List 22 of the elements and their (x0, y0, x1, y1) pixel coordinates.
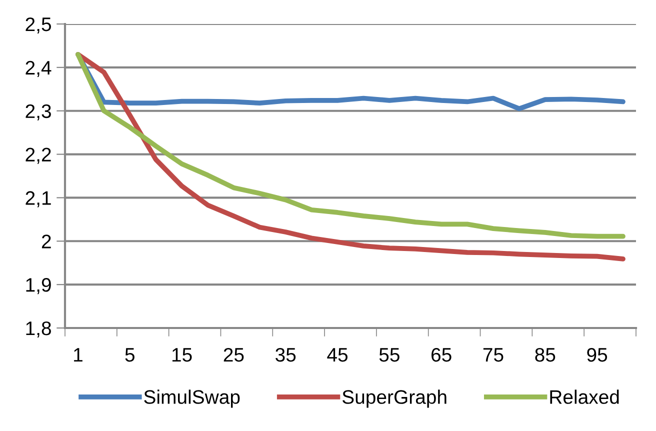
x-tick-label: 1 (74, 348, 82, 362)
x-tick-label: 15 (172, 348, 192, 362)
legend-label: SuperGraph (342, 390, 446, 408)
x-tick-label: 95 (587, 348, 608, 362)
x-tick-label: 75 (483, 348, 504, 362)
x-tick-label: 55 (379, 348, 400, 362)
y-tick-label: 2,3 (26, 104, 51, 120)
y-tick-label: 2,5 (26, 17, 51, 34)
x-tick-label: 85 (535, 348, 556, 362)
x-tick-label: 35 (276, 348, 296, 362)
x-tick-label: 5 (125, 348, 134, 362)
x-tick-label: 65 (432, 348, 452, 362)
y-tick-label: 2,1 (26, 191, 51, 208)
y-tick-label: 2,4 (26, 60, 52, 77)
y-tick-label: 2 (42, 234, 51, 248)
y-tick-label: 1,9 (26, 278, 51, 294)
legend-label: SimulSwap (144, 390, 240, 408)
y-tick-label: 1,8 (26, 321, 51, 338)
legend-label: Relaxed (550, 390, 619, 404)
y-tick-label: 2,2 (26, 148, 51, 164)
x-tick-label: 45 (327, 348, 348, 362)
x-tick-label: 25 (224, 348, 244, 362)
